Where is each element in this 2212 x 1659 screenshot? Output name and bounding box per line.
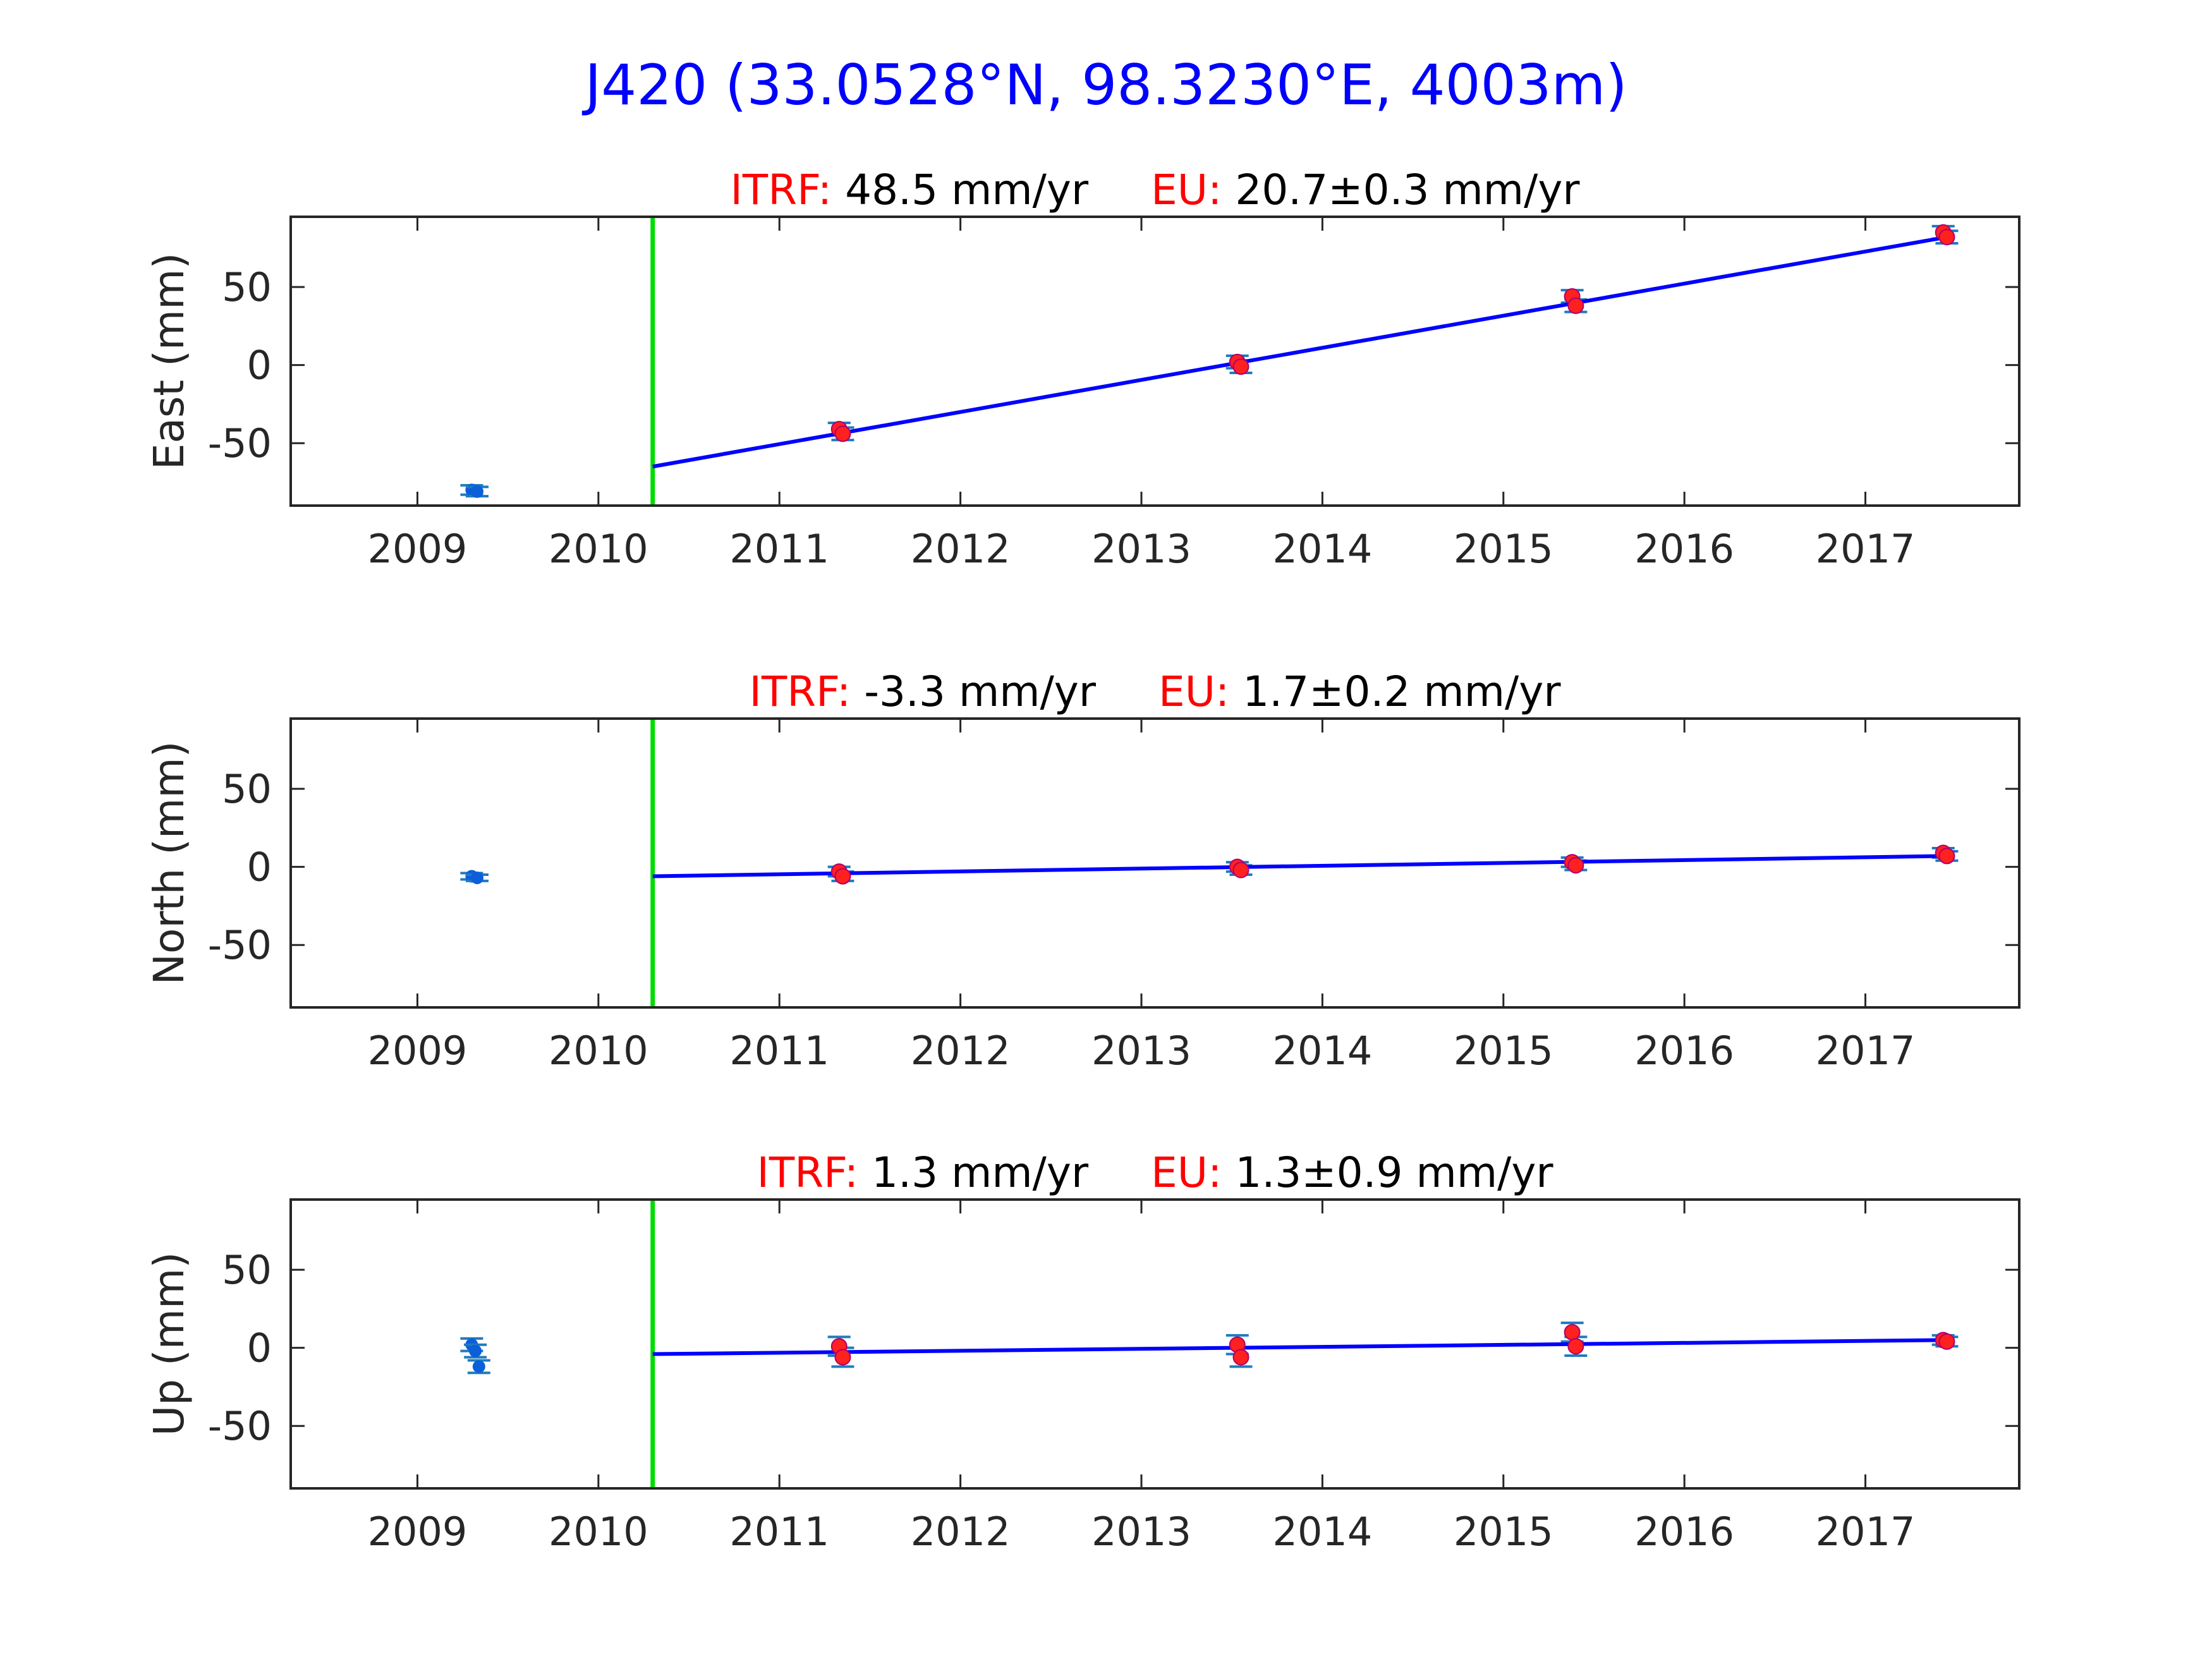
x-tick-label: 2010 — [549, 526, 648, 572]
model-point — [1938, 1333, 1955, 1350]
y-tick-label: -50 — [208, 922, 272, 968]
panel-subtitle: ITRF: 48.5 mm/yr EU: 20.7±0.3 mm/yr — [730, 166, 1580, 214]
y-tick-label: 0 — [247, 343, 272, 389]
data-point — [472, 1360, 485, 1373]
x-tick-label: 2014 — [1273, 1509, 1373, 1555]
x-tick-label: 2011 — [729, 1509, 829, 1555]
itrf-value: 48.5 mm/yr — [832, 166, 1089, 214]
y-tick-label: 50 — [222, 766, 272, 812]
x-tick-label: 2016 — [1634, 1509, 1734, 1555]
x-tick-label: 2016 — [1634, 526, 1734, 572]
x-tick-label: 2012 — [911, 1509, 1011, 1555]
model-point — [1567, 857, 1584, 874]
eu-label: EU: — [1088, 1148, 1222, 1197]
x-tick-label: 2016 — [1634, 1028, 1734, 1074]
model-point — [1564, 1323, 1581, 1340]
panel-north: ITRF: -3.3 mm/yr EU: 1.7±0.2 mm/yr North … — [145, 667, 2021, 1074]
y-tick-label: 50 — [222, 1247, 272, 1293]
data-point — [470, 485, 483, 498]
x-tick-label: 2017 — [1816, 1028, 1916, 1074]
itrf-label: ITRF: — [730, 166, 832, 214]
figure-title: J420 (33.0528°N, 98.3230°E, 4003m) — [581, 52, 1627, 118]
eu-value: 20.7±0.3 mm/yr — [1222, 166, 1580, 214]
panel-east: ITRF: 48.5 mm/yr EU: 20.7±0.3 mm/yr East … — [145, 166, 2021, 572]
x-tick-label: 2017 — [1816, 526, 1916, 572]
model-point — [1232, 861, 1249, 878]
eu-label: EU: — [1096, 667, 1229, 716]
x-tick-label: 2013 — [1091, 1028, 1191, 1074]
panel-subtitle: ITRF: -3.3 mm/yr EU: 1.7±0.2 mm/yr — [750, 667, 1562, 716]
velocity-fit-line — [652, 1338, 1947, 1356]
x-tick-label: 2009 — [368, 1509, 468, 1555]
model-point — [1567, 1338, 1584, 1355]
itrf-label: ITRF: — [757, 1148, 858, 1197]
x-tick-label: 2017 — [1816, 1509, 1916, 1555]
x-tick-label: 2015 — [1454, 1509, 1553, 1555]
x-tick-label: 2012 — [911, 1028, 1011, 1074]
x-tick-label: 2010 — [549, 1028, 648, 1074]
itrf-label: ITRF: — [750, 667, 851, 716]
axes-frame — [289, 717, 2021, 1009]
itrf-value: -3.3 mm/yr — [851, 667, 1097, 716]
x-tick-label: 2011 — [729, 526, 829, 572]
y-axis-label: Up (mm) — [145, 1252, 193, 1436]
x-tick-label: 2010 — [549, 1509, 648, 1555]
y-tick-label: 0 — [247, 1325, 272, 1371]
model-point — [834, 425, 851, 442]
model-point — [1232, 1349, 1249, 1366]
eu-value: 1.3±0.9 mm/yr — [1222, 1148, 1553, 1197]
data-point — [469, 1344, 482, 1358]
velocity-fit-line — [652, 854, 1947, 878]
x-tick-label: 2013 — [1091, 526, 1191, 572]
model-point — [1567, 297, 1584, 314]
model-point — [1938, 229, 1955, 246]
x-tick-label: 2009 — [368, 526, 468, 572]
y-tick-label: -50 — [208, 420, 272, 466]
panel-subtitle: ITRF: 1.3 mm/yr EU: 1.3±0.9 mm/yr — [757, 1148, 1553, 1197]
x-tick-label: 2013 — [1091, 1509, 1191, 1555]
eu-value: 1.7±0.2 mm/yr — [1229, 667, 1561, 716]
x-tick-label: 2014 — [1273, 526, 1373, 572]
panels-group: ITRF: 48.5 mm/yr EU: 20.7±0.3 mm/yr East … — [145, 166, 2021, 1555]
itrf-value: 1.3 mm/yr — [858, 1148, 1089, 1197]
x-tick-label: 2009 — [368, 1028, 468, 1074]
model-point — [1938, 848, 1955, 865]
x-tick-label: 2014 — [1273, 1028, 1373, 1074]
y-axis-label: North (mm) — [145, 741, 193, 985]
y-tick-label: -50 — [208, 1403, 272, 1449]
x-tick-label: 2015 — [1454, 526, 1553, 572]
y-axis-label: East (mm) — [145, 253, 193, 470]
velocity-fit-line — [652, 235, 1947, 469]
model-point — [834, 1349, 851, 1366]
model-point — [834, 868, 851, 885]
x-tick-label: 2011 — [729, 1028, 829, 1074]
panel-up: ITRF: 1.3 mm/yr EU: 1.3±0.9 mm/yr Up (mm)… — [145, 1148, 2021, 1555]
y-tick-label: 50 — [222, 264, 272, 310]
axes-frame — [289, 1198, 2021, 1490]
axes-frame — [289, 216, 2021, 507]
eu-label: EU: — [1088, 166, 1222, 214]
x-tick-label: 2012 — [911, 526, 1011, 572]
data-point — [470, 871, 483, 884]
model-point — [1232, 358, 1249, 375]
x-tick-label: 2015 — [1454, 1028, 1553, 1074]
y-tick-label: 0 — [247, 844, 272, 890]
